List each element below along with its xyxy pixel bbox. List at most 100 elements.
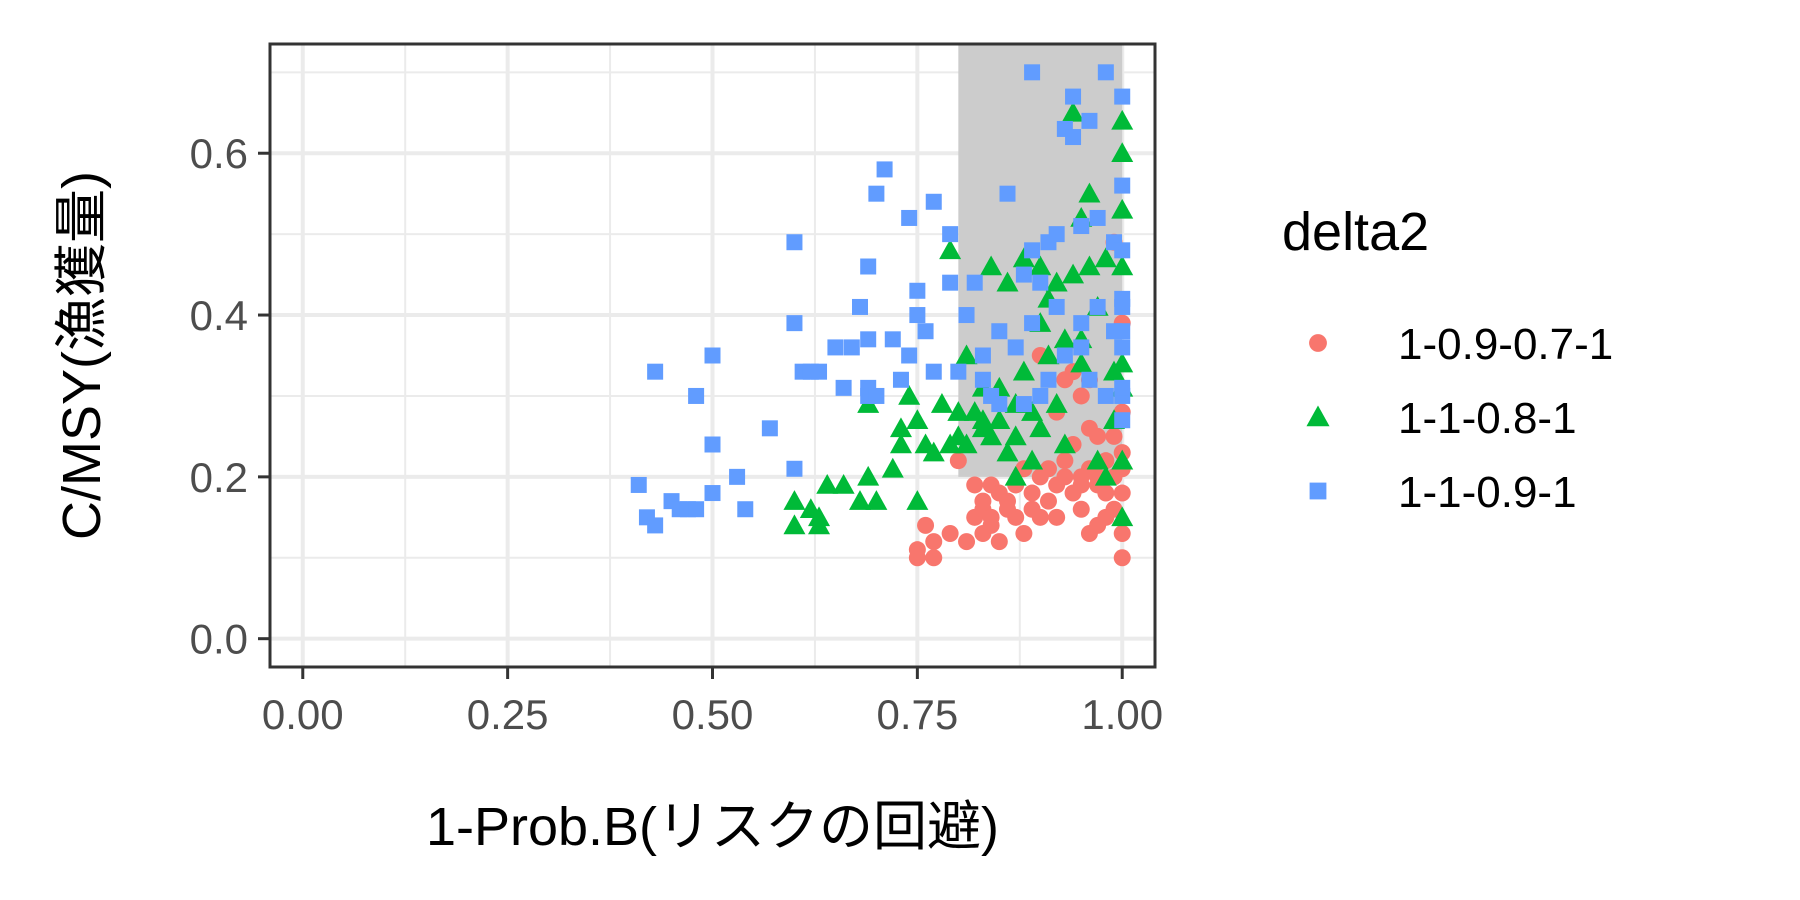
y-axis-title: C/MSY(漁獲量) (52, 171, 112, 540)
data-point (881, 457, 904, 478)
data-point (996, 271, 1019, 292)
legend-items: 1-0.9-0.7-1 1-1-0.8-1 1-1-0.9-1 (1306, 320, 1613, 517)
data-point (925, 363, 942, 380)
x-tick-label: 0.75 (876, 691, 958, 738)
legend-item: 1-1-0.9-1 (1309, 468, 1577, 517)
data-point (971, 417, 994, 438)
legend-item: 1-1-0.8-1 (1306, 394, 1577, 443)
legend-title: delta2 (1282, 202, 1429, 262)
data-point (1012, 247, 1035, 268)
data-point (1065, 88, 1082, 105)
data-point (868, 387, 885, 404)
data-point (1114, 242, 1131, 259)
x-tick-label: 0.25 (467, 691, 549, 738)
data-point (974, 371, 991, 388)
data-point (892, 371, 909, 388)
data-point (1114, 298, 1131, 315)
data-point (1023, 484, 1041, 502)
data-point (868, 185, 885, 202)
data-point (786, 234, 803, 251)
data-point (1072, 468, 1090, 486)
legend-key-square (1309, 482, 1327, 500)
data-point (1072, 387, 1090, 405)
data-point (925, 549, 943, 567)
data-point (1021, 401, 1044, 421)
data-point (1113, 484, 1131, 502)
data-point (1073, 315, 1090, 332)
data-point (1111, 255, 1134, 276)
data-point (1015, 266, 1032, 283)
data-point (688, 501, 705, 518)
data-point (1097, 387, 1114, 404)
data-point (1021, 449, 1044, 470)
data-point (783, 514, 806, 535)
data-point (1053, 433, 1076, 454)
data-point (1024, 242, 1041, 259)
data-point (958, 307, 975, 324)
data-point (974, 347, 991, 364)
data-point (876, 161, 893, 178)
data-point (1070, 352, 1093, 373)
data-point (1072, 500, 1090, 518)
data-point (647, 517, 664, 534)
data-point (1114, 88, 1131, 105)
data-point (1015, 396, 1032, 413)
data-point (982, 508, 1000, 526)
series-triangle (783, 101, 1134, 535)
data-point (1114, 412, 1131, 429)
data-point (966, 274, 983, 291)
data-point (996, 441, 1019, 462)
data-point (909, 307, 926, 324)
data-point (950, 363, 967, 380)
data-point (1113, 525, 1131, 542)
data-point (990, 533, 1008, 551)
data-point (1053, 328, 1076, 349)
data-point (955, 433, 978, 454)
data-point (808, 506, 831, 527)
x-tick-label: 1.00 (1081, 691, 1163, 738)
data-point (906, 409, 929, 430)
data-point (1078, 255, 1101, 276)
data-point (1037, 344, 1060, 365)
data-point (1024, 64, 1041, 81)
data-point (898, 384, 921, 405)
legend: delta2 1-0.9-0.7-1 1-1-0.8-1 1-1-0.9-1 (1282, 202, 1613, 517)
data-point (889, 433, 912, 454)
data-point (1031, 508, 1049, 526)
y-tick-label: 0.6 (190, 130, 248, 177)
data-point (843, 339, 860, 356)
data-point (1094, 465, 1117, 486)
data-point (1024, 315, 1041, 332)
data-point (901, 347, 918, 364)
x-axis-title: 1-Prob.B(リスクの回避) (426, 797, 999, 857)
data-point (1089, 427, 1107, 445)
data-point (955, 344, 978, 365)
data-point (737, 501, 754, 518)
data-point (857, 465, 880, 486)
data-point (980, 255, 1003, 276)
data-point (1081, 371, 1098, 388)
legend-label: 1-1-0.8-1 (1398, 394, 1577, 443)
data-point (647, 363, 664, 380)
data-point (1056, 468, 1074, 486)
data-point (1114, 339, 1131, 356)
data-point (1114, 379, 1131, 396)
data-point (966, 476, 984, 494)
data-point (1097, 64, 1114, 81)
data-point (1111, 142, 1134, 163)
data-point (925, 193, 942, 210)
data-point (1111, 109, 1134, 130)
legend-label: 1-0.9-0.7-1 (1398, 320, 1613, 369)
axis-ticks (258, 151, 1124, 679)
data-point (1056, 347, 1073, 364)
data-point (1045, 393, 1068, 413)
data-point (958, 533, 976, 551)
data-point (1048, 298, 1065, 315)
data-point (1111, 506, 1134, 527)
data-point (1089, 298, 1106, 315)
data-point (942, 274, 959, 291)
data-point (1032, 274, 1049, 291)
x-tick-label: 0.00 (262, 691, 344, 738)
data-point (1114, 323, 1131, 340)
